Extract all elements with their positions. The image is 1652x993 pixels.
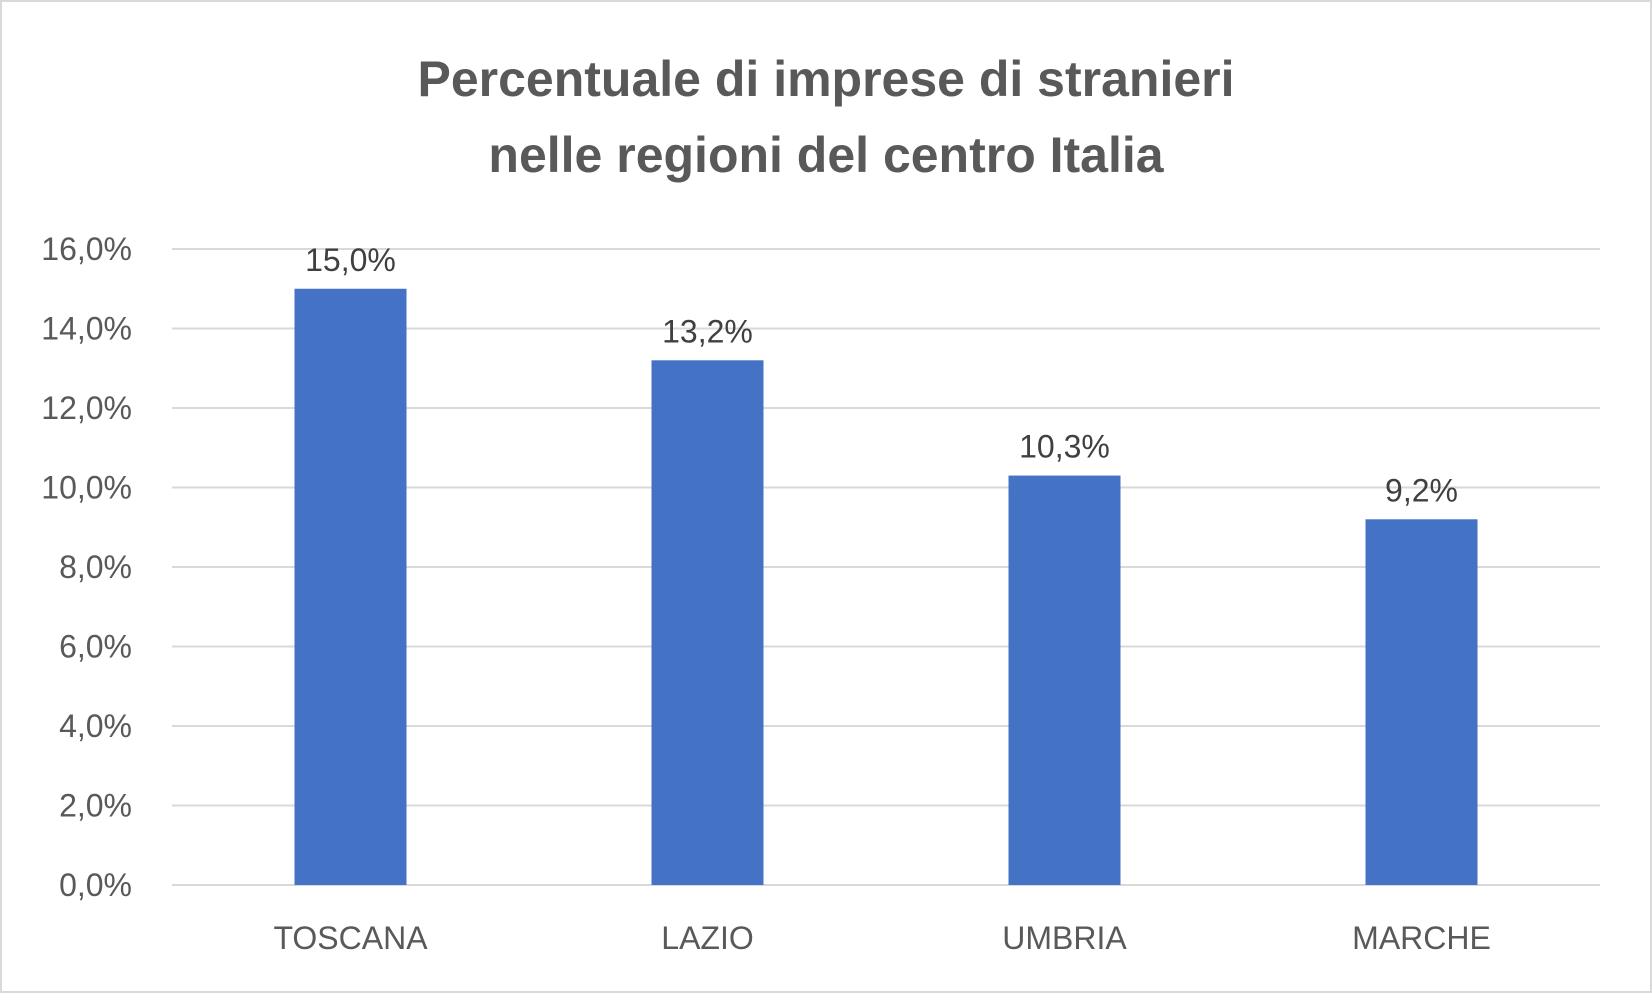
y-tick-label: 8,0%: [59, 549, 132, 585]
y-tick-label: 14,0%: [41, 311, 132, 347]
x-tick-label: TOSCANA: [273, 920, 428, 956]
y-tick-label: 0,0%: [59, 867, 132, 903]
chart-title-line-1: Percentuale di imprese di stranieri: [418, 51, 1235, 107]
data-label: 9,2%: [1385, 472, 1458, 508]
y-tick-label: 10,0%: [41, 470, 132, 506]
y-tick-label: 6,0%: [59, 629, 132, 665]
x-tick-label: MARCHE: [1352, 920, 1491, 956]
x-tick-label: UMBRIA: [1002, 920, 1127, 956]
bar-umbria: [1008, 475, 1121, 885]
bar-marche: [1365, 519, 1478, 885]
x-tick-label: LAZIO: [661, 920, 753, 956]
data-label: 13,2%: [662, 313, 753, 349]
y-tick-label: 16,0%: [41, 231, 132, 267]
data-label: 10,3%: [1019, 429, 1110, 465]
data-label: 15,0%: [305, 242, 396, 278]
y-tick-label: 2,0%: [59, 788, 132, 824]
y-tick-label: 4,0%: [59, 708, 132, 744]
y-tick-label: 12,0%: [41, 390, 132, 426]
chart-title-line-2: nelle regioni del centro Italia: [488, 127, 1164, 183]
bar-lazio: [651, 360, 764, 885]
bar-toscana: [294, 288, 407, 885]
